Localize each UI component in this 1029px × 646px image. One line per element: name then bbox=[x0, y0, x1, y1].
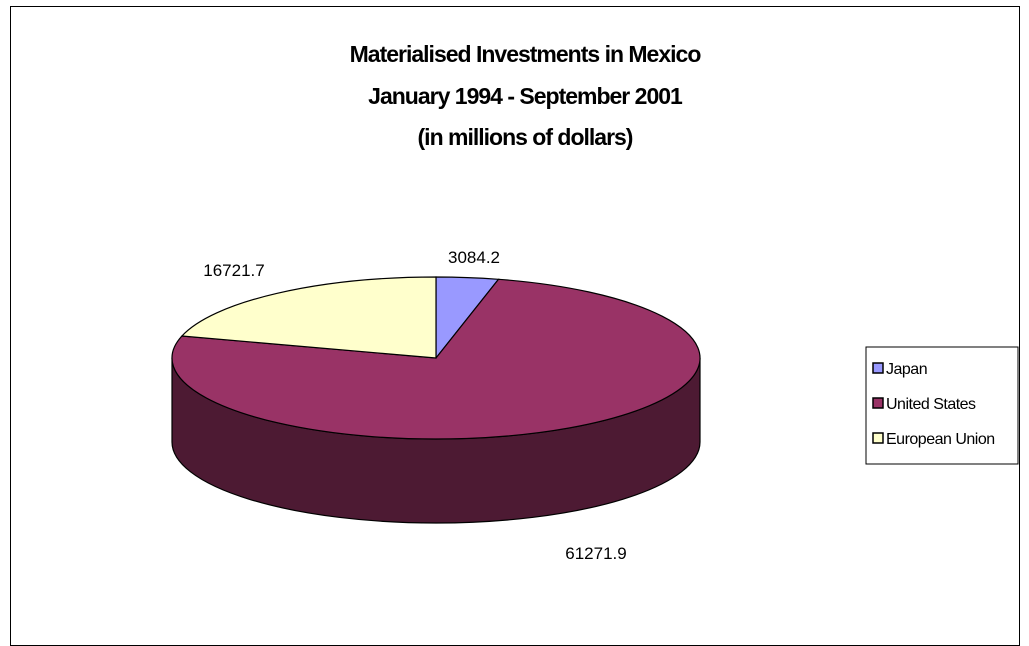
data-label-european-union: 16721.7 bbox=[203, 261, 264, 280]
legend-swatch-european-union bbox=[873, 433, 883, 443]
legend: Japan United States European Union bbox=[866, 347, 1018, 464]
pie-top bbox=[172, 277, 700, 439]
chart-title-line-2: January 1994 - September 2001 bbox=[368, 83, 683, 109]
chart-title-line-1: Materialised Investments in Mexico bbox=[350, 41, 702, 67]
data-label-united-states: 61271.9 bbox=[565, 544, 626, 563]
legend-swatch-japan bbox=[873, 363, 883, 373]
chart-title-line-3: (in millions of dollars) bbox=[418, 124, 633, 150]
legend-label-united-states: United States bbox=[886, 396, 976, 413]
chart-title: Materialised Investments in Mexico Janua… bbox=[350, 41, 702, 150]
data-label-japan: 3084.2 bbox=[448, 248, 500, 267]
legend-label-european-union: European Union bbox=[886, 431, 995, 448]
legend-swatch-united-states bbox=[873, 398, 883, 408]
legend-label-japan: Japan bbox=[886, 361, 927, 378]
